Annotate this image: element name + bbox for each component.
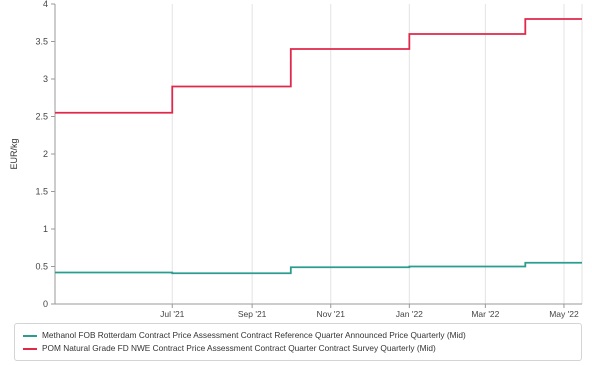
x-tick-label: May '22 [549, 309, 579, 319]
y-tick-label: 3.5 [35, 37, 48, 47]
y-tick-label: 0 [43, 299, 48, 309]
y-tick-label: 1.5 [35, 187, 48, 197]
y-tick-labels: 0 0.5 1 1.5 2 2.5 3 3.5 4 [35, 0, 48, 309]
y-axis-label: EUR/kg [9, 138, 19, 169]
y-tick-label: 0.5 [35, 262, 48, 272]
axes [51, 3, 582, 308]
legend: Methanol FOB Rotterdam Contract Price As… [14, 323, 582, 361]
legend-label-methanol: Methanol FOB Rotterdam Contract Price As… [42, 330, 466, 340]
y-tick-label: 3 [43, 74, 48, 84]
y-tick-label: 2.5 [35, 112, 48, 122]
legend-swatch-methanol [23, 334, 37, 337]
gridlines [171, 4, 583, 304]
x-tick-label: Nov '21 [316, 309, 345, 319]
y-tick-label: 1 [43, 224, 48, 234]
series-line-methanol[interactable] [55, 261, 582, 275]
x-tick-label: Jan '22 [396, 309, 423, 319]
x-tick-label: Sep '21 [238, 309, 267, 319]
y-tick-label: 4 [43, 0, 48, 9]
x-tick-label: Mar '22 [471, 309, 499, 319]
legend-label-pom: POM Natural Grade FD NWE Contract Price … [42, 343, 436, 353]
series-lines [55, 18, 582, 275]
legend-swatch-pom [23, 347, 37, 350]
x-tick-labels: Jul '21 Sep '21 Nov '21 Jan '22 Mar '22 May '… [160, 309, 579, 319]
legend-item-methanol[interactable]: Methanol FOB Rotterdam Contract Price As… [23, 329, 573, 342]
x-tick-label: Jul '21 [160, 309, 185, 319]
series-line-pom[interactable] [55, 18, 582, 114]
legend-item-pom[interactable]: POM Natural Grade FD NWE Contract Price … [23, 342, 573, 355]
y-tick-label: 2 [43, 149, 48, 159]
